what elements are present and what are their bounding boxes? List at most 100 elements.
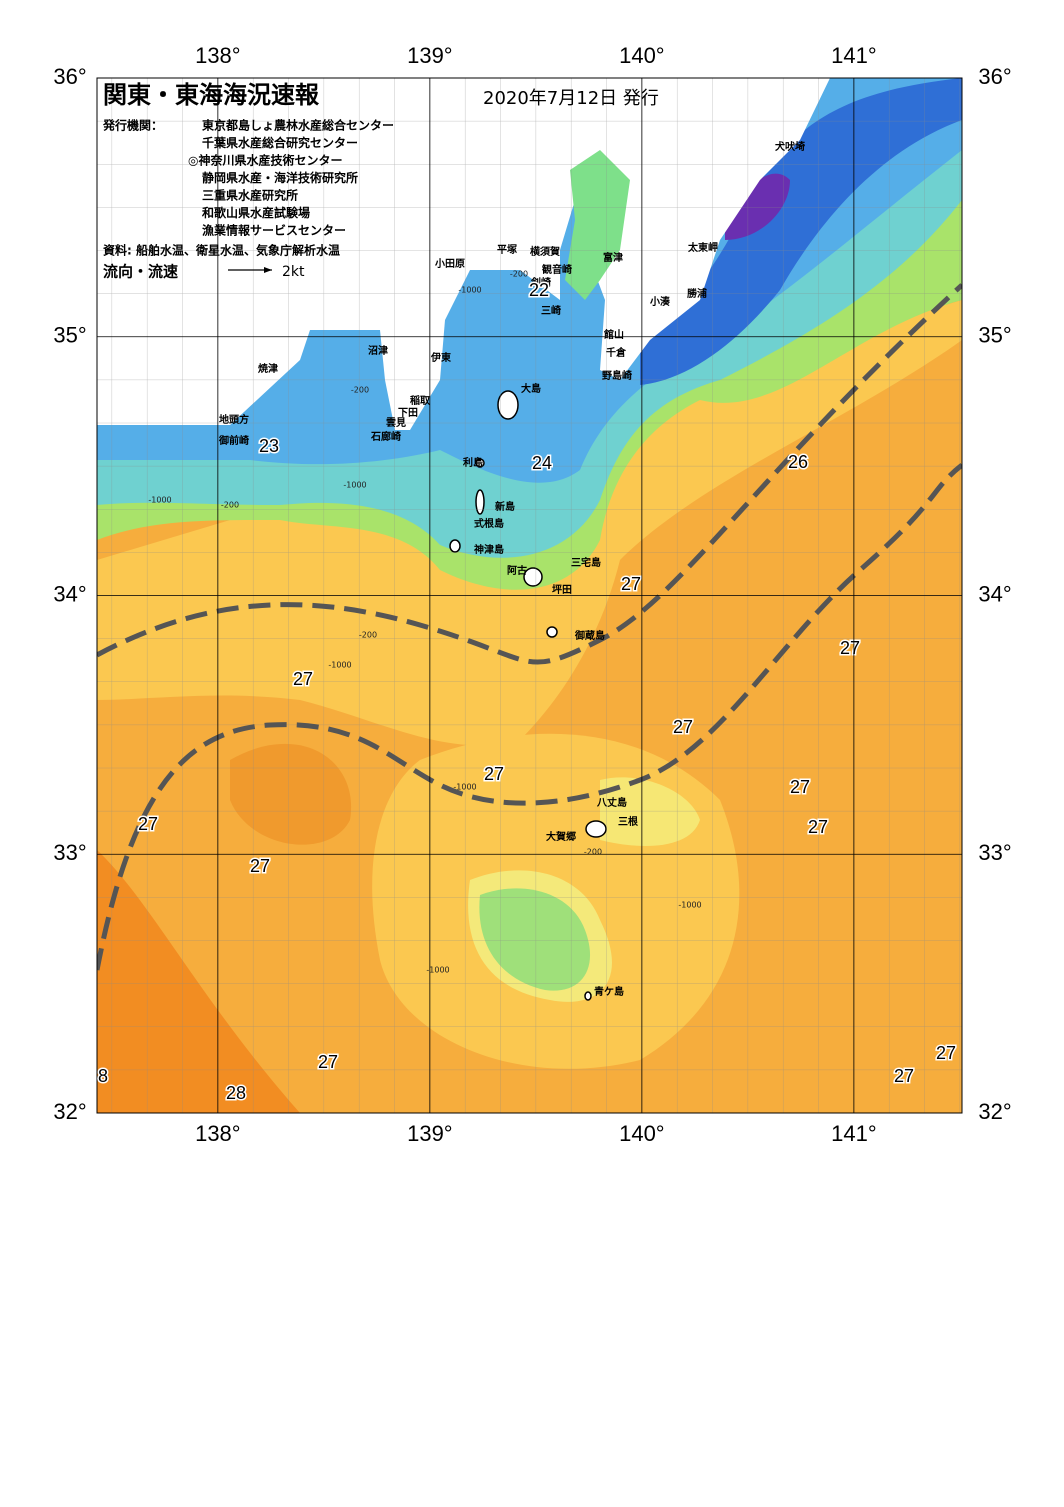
temperature-label: 27: [484, 764, 504, 784]
place-name: 青ケ島: [594, 985, 624, 998]
current-scale: 2kt: [282, 264, 305, 280]
place-name: 館山: [603, 328, 624, 341]
place-name: 太東岬: [687, 241, 718, 254]
issue-date: 2020年7月12日 発行: [483, 88, 659, 109]
place-name: 稲取: [410, 394, 431, 407]
lat-tick-label: 32°: [53, 1099, 86, 1124]
place-name: 地頭方: [219, 413, 249, 426]
lat-tick-label: 33°: [978, 840, 1011, 865]
temperature-label: 22: [529, 280, 549, 300]
depth-label: -1000: [343, 481, 366, 490]
island: [585, 820, 607, 838]
place-name: 三崎: [541, 304, 561, 317]
depth-label: -1000: [458, 286, 481, 295]
place-name: 坪田: [552, 583, 572, 596]
place-name: 剣崎: [530, 276, 551, 289]
temperature-label: 27: [790, 777, 810, 797]
temperature-label: 26: [788, 452, 808, 472]
place-name: 伊東: [430, 351, 451, 364]
publisher: 漁業情報サービスセンター: [202, 223, 346, 238]
lat-tick-label: 36°: [53, 64, 86, 89]
current-label: 流向・流速: [103, 263, 178, 281]
lon-tick-label: 140°: [619, 1121, 665, 1146]
place-name: 大賀郷: [546, 830, 576, 843]
place-name: 御蔵島: [574, 629, 605, 642]
place-name: 小田原: [434, 257, 465, 270]
sea-temperature-map: [97, 78, 962, 1113]
island: [475, 458, 485, 468]
lat-tick-label: 35°: [978, 323, 1011, 348]
lat-tick-label: 32°: [978, 1099, 1011, 1124]
lon-tick-label: 139°: [407, 1121, 453, 1146]
lat-tick-label: 35°: [53, 323, 86, 348]
depth-label: -1000: [148, 496, 171, 505]
island: [497, 390, 519, 420]
islands: [449, 390, 607, 1001]
depth-label: -1000: [426, 966, 449, 975]
temperature-label: 27: [673, 717, 693, 737]
sea-25: [600, 777, 700, 846]
temperature-label: 24: [532, 453, 552, 473]
island: [449, 539, 461, 553]
lon-tick-label: 139°: [407, 43, 453, 68]
place-name: 石廊崎: [370, 430, 401, 443]
publisher: 東京都島しょ農林水産総合センター: [202, 118, 394, 133]
depth-label: -200: [351, 386, 369, 395]
lon-tick-label: 141°: [831, 1121, 877, 1146]
sources: 資料: 船舶水温、衛星水温、気象庁解析水温: [103, 243, 340, 258]
place-name: 式根島: [474, 517, 504, 530]
title: 関東・東海海況速報: [103, 81, 320, 109]
lon-tick-label: 141°: [831, 43, 877, 68]
island: [584, 991, 592, 1001]
place-name: 利島: [463, 456, 483, 469]
lat-tick-label: 36°: [978, 64, 1011, 89]
kuroshio-axis: [97, 283, 962, 971]
temperature-label: 8: [98, 1066, 108, 1086]
current-axis: [97, 283, 962, 665]
lat-tick-label: 33°: [53, 840, 86, 865]
depth-label: -1000: [453, 783, 476, 792]
arrow-head: [264, 267, 272, 273]
place-name: 三宅島: [571, 556, 601, 569]
lat-tick-label: 34°: [978, 581, 1011, 606]
place-name: 阿古: [507, 564, 527, 577]
place-name: 御前崎: [218, 434, 249, 447]
temperature-label: 27: [250, 856, 270, 876]
temperature-label: 27: [894, 1066, 914, 1086]
publisher: ◎神奈川県水産技術センター: [188, 153, 342, 168]
lat-tick-label: 34°: [53, 581, 86, 606]
temperature-label: 27: [138, 814, 158, 834]
place-name: 大島: [521, 382, 541, 395]
publisher: 三重県水産研究所: [202, 188, 298, 203]
depth-label: -200: [359, 631, 377, 640]
island: [523, 567, 543, 587]
place-name: 野島崎: [602, 369, 632, 382]
island: [546, 626, 558, 638]
temperature-label: 23: [259, 436, 279, 456]
depth-label: -1000: [678, 901, 701, 910]
lon-tick-label: 138°: [195, 43, 241, 68]
place-name: 犬吠埼: [775, 140, 805, 153]
place-name: 八丈島: [596, 796, 627, 809]
depth-label: -200: [510, 270, 528, 279]
depth-label: -200: [221, 501, 239, 510]
temperature-label: 27: [293, 669, 313, 689]
place-name: 小湊: [649, 295, 671, 308]
temperature-label: 27: [936, 1043, 956, 1063]
place-name: 観音崎: [542, 263, 572, 276]
place-name: 雲見: [386, 417, 406, 429]
place-name: 新島: [495, 500, 515, 513]
publisher: 千葉県水産総合研究センター: [202, 135, 358, 150]
land: [97, 78, 830, 430]
place-name: 沼津: [368, 344, 388, 357]
place-name: 三根: [618, 815, 638, 828]
temperature-label: 27: [808, 817, 828, 837]
place-name: 焼津: [258, 362, 278, 375]
publisher: 静岡県水産・海洋技術研究所: [202, 170, 358, 185]
sea-20: [640, 78, 962, 385]
island: [475, 489, 485, 515]
lon-tick-label: 138°: [195, 1121, 241, 1146]
temperature-label: 28: [226, 1083, 246, 1103]
